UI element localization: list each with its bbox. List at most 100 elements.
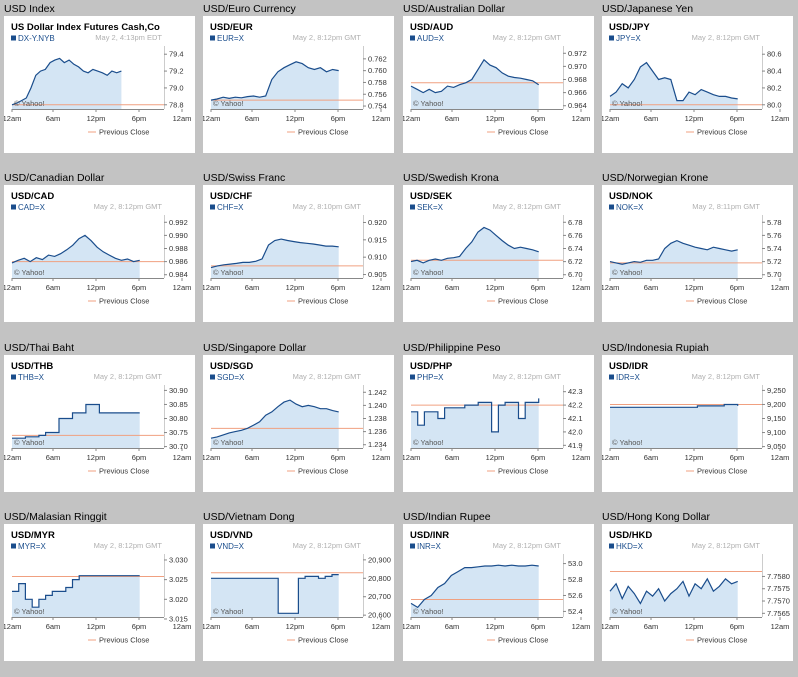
symbol-link[interactable]: NOK=X	[609, 203, 644, 212]
symbol-link[interactable]: INR=X	[410, 542, 441, 551]
legend-label: Previous Close	[697, 636, 747, 645]
y-tick-label: 80.2	[767, 83, 782, 92]
x-tick-label: 6am	[644, 283, 659, 292]
chart-panel[interactable]: USD/Swedish Krona USD/SEK SEK=X May 2, 8:12…	[399, 169, 598, 338]
chart-heading: US Dollar Index Futures Cash,Co	[11, 22, 160, 33]
symbol-link[interactable]: DX-Y.NYB	[11, 34, 55, 43]
x-tick-label: 12pm	[286, 283, 305, 292]
symbol-link[interactable]: HKD=X	[609, 542, 644, 551]
chart-panel[interactable]: USD/Indonesia Rupiah USD/IDR IDR=X May 2, 8…	[598, 339, 797, 508]
x-tick-label: 6am	[245, 622, 260, 631]
y-tick-label: 0.905	[368, 270, 387, 279]
chart-card[interactable]: USD/INR INR=X May 2, 8:12pm GMT 53.0 52.8 52.…	[403, 524, 594, 661]
x-tick-label: 12am	[203, 283, 220, 292]
symbol-square-icon	[410, 35, 415, 41]
symbol-link[interactable]: SEK=X	[410, 203, 444, 212]
chart-panel[interactable]: USD/Euro Currency USD/EUR EUR=X May 2, 8:12…	[199, 0, 398, 169]
legend-label: Previous Close	[498, 467, 548, 476]
chart-panel[interactable]: USD/Swiss Franc USD/CHF CHF=X May 2, 8:10pm…	[199, 169, 398, 338]
yahoo-watermark: © Yahoo!	[413, 268, 444, 277]
y-tick-label: 0.992	[169, 218, 188, 227]
symbol-link[interactable]: MYR=X	[11, 542, 46, 551]
chart-card[interactable]: USD/EUR EUR=X May 2, 8:12pm GMT 0.762 0.760 0…	[203, 16, 394, 153]
chart-heading: USD/JPY	[609, 22, 650, 33]
chart-panel[interactable]: USD/Canadian Dollar USD/CAD CAD=X May 2, 8:…	[0, 169, 199, 338]
panel-title: USD Index	[4, 3, 55, 15]
y-tick-label: 42.0	[568, 427, 583, 436]
y-tick-label: 0.756	[368, 90, 387, 99]
chart-card[interactable]: USD/JPY JPY=X May 2, 8:12pm GMT 80.6 80.4 80.…	[602, 16, 793, 153]
chart-panel[interactable]: USD/Thai Baht USD/THB THB=X May 2, 8:12pm G…	[0, 339, 199, 508]
y-tick-label: 0.762	[368, 54, 387, 63]
chart-heading: USD/PHP	[410, 361, 453, 372]
y-tick-label: 0.990	[169, 231, 188, 240]
chart-card[interactable]: USD/VND VND=X May 2, 8:12pm GMT 20,900 20,80…	[203, 524, 394, 661]
x-tick-label: 6pm	[730, 622, 745, 631]
symbol-link[interactable]: SGD=X	[210, 373, 245, 382]
chart-panel[interactable]: USD/Norwegian Krone USD/NOK NOK=X May 2, 8:…	[598, 169, 797, 338]
symbol-link[interactable]: JPY=X	[609, 34, 641, 43]
timestamp: May 2, 8:12pm GMT	[493, 541, 562, 550]
symbol-square-icon	[210, 374, 215, 380]
price-area	[211, 400, 339, 448]
symbol-link[interactable]: IDR=X	[609, 373, 640, 382]
symbol-label: VND=X	[217, 542, 245, 551]
chart-panel[interactable]: USD/Indian Rupee USD/INR INR=X May 2, 8:12p…	[399, 508, 598, 677]
chart-panel[interactable]: USD/Singapore Dollar USD/SGD SGD=X May 2, 8…	[199, 339, 398, 508]
legend-label: Previous Close	[298, 297, 348, 306]
yahoo-watermark: © Yahoo!	[612, 438, 643, 447]
x-tick-label: 6am	[46, 114, 61, 123]
chart-card[interactable]: USD/MYR MYR=X May 2, 8:12pm GMT 3.030 3.025 3…	[4, 524, 195, 661]
symbol-link[interactable]: CHF=X	[210, 203, 244, 212]
symbol-link[interactable]: VND=X	[210, 542, 245, 551]
y-tick-label: 42.1	[568, 414, 583, 423]
chart-card[interactable]: US Dollar Index Futures Cash,Co DX-Y.NYB M…	[4, 16, 195, 153]
symbol-link[interactable]: THB=X	[11, 373, 45, 382]
symbol-link[interactable]: AUD=X	[410, 34, 445, 43]
x-tick-label: 12am	[203, 622, 220, 631]
chart-card[interactable]: USD/SGD SGD=X May 2, 8:12pm GMT 1.242 1.240 1…	[203, 355, 394, 492]
chart-panel[interactable]: USD/Japanese Yen USD/JPY JPY=X May 2, 8:12p…	[598, 0, 797, 169]
x-tick-label: 12am	[572, 114, 591, 123]
chart-panel[interactable]: USD/Australian Dollar USD/AUD AUD=X May 2, …	[399, 0, 598, 169]
symbol-square-icon	[609, 204, 614, 210]
chart-card[interactable]: USD/SEK SEK=X May 2, 8:12pm GMT 6.78 6.76 6.7…	[403, 185, 594, 322]
y-tick-label: 7.7565	[767, 609, 790, 618]
symbol-label: SEK=X	[417, 203, 444, 212]
legend-label: Previous Close	[298, 128, 348, 137]
chart-panel[interactable]: USD Index US Dollar Index Futures Cash,Co…	[0, 0, 199, 169]
chart-panel[interactable]: USD/Malasian Ringgit USD/MYR MYR=X May 2, 8…	[0, 508, 199, 677]
y-tick-label: 9,200	[767, 400, 786, 409]
y-tick-label: 0.972	[568, 49, 587, 58]
y-tick-label: 5.78	[767, 218, 782, 227]
chart-card[interactable]: USD/HKD HKD=X May 2, 8:12pm GMT 7.7580 7.757…	[602, 524, 793, 661]
chart-card[interactable]: USD/CAD CAD=X May 2, 8:12pm GMT 0.992 0.990 0…	[4, 185, 195, 322]
chart-card[interactable]: USD/AUD AUD=X May 2, 8:12pm GMT 0.972 0.970 0…	[403, 16, 594, 153]
chart-panel[interactable]: USD/Philippine Peso USD/PHP PHP=X May 2, 8:…	[399, 339, 598, 508]
x-tick-label: 6pm	[730, 453, 745, 462]
chart-panel[interactable]: USD/Hong Kong Dollar USD/HKD HKD=X May 2, 8…	[598, 508, 797, 677]
price-line	[609, 239, 738, 265]
y-tick-label: 0.754	[368, 102, 387, 111]
symbol-label: NOK=X	[616, 203, 644, 212]
chart-card[interactable]: USD/NOK NOK=X May 2, 8:11pm GMT 5.78 5.76 5.7…	[602, 185, 793, 322]
chart-card[interactable]: USD/THB THB=X May 2, 8:12pm GMT 30.90 30.85 3…	[4, 355, 195, 492]
chart-card[interactable]: USD/IDR IDR=X May 2, 8:12pm GMT 9,250 9,200 9…	[602, 355, 793, 492]
yahoo-watermark: © Yahoo!	[413, 607, 444, 616]
symbol-label: CHF=X	[217, 203, 244, 212]
symbol-link[interactable]: PHP=X	[410, 373, 444, 382]
chart-panel[interactable]: USD/Vietnam Dong USD/VND VND=X May 2, 8:12p…	[199, 508, 398, 677]
symbol-link[interactable]: EUR=X	[210, 34, 245, 43]
y-tick-label: 7.7570	[767, 597, 790, 606]
chart-card[interactable]: USD/CHF CHF=X May 2, 8:10pm GMT 0.920 0.915 0…	[203, 185, 394, 322]
panel-title: USD/Malasian Ringgit	[4, 511, 107, 523]
symbol-square-icon	[609, 35, 614, 41]
chart-card[interactable]: USD/PHP PHP=X May 2, 8:12pm GMT 42.3 42.2 42.…	[403, 355, 594, 492]
y-tick-label: 0.986	[169, 257, 188, 266]
chart-heading: USD/HKD	[609, 530, 652, 541]
symbol-link[interactable]: CAD=X	[11, 203, 46, 212]
